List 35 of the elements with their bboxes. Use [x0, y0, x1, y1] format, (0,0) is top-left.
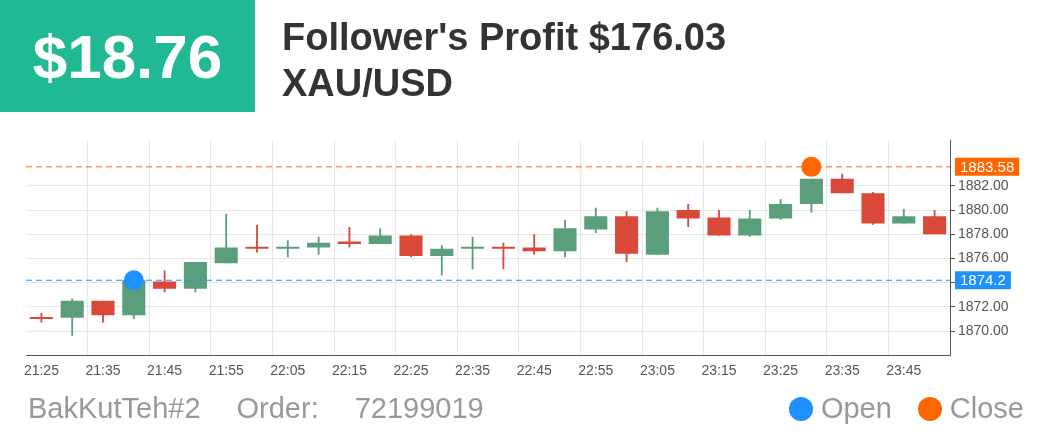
y-tick-label: 1882.00	[958, 176, 1009, 193]
candlestick	[276, 240, 300, 258]
x-tick-label: 23:15	[701, 362, 737, 379]
x-tick-label: 22:15	[331, 362, 368, 379]
y-tick-label: 1880.00	[958, 200, 1009, 217]
candlestick	[245, 224, 269, 253]
y-tick-label: 1876.00	[958, 249, 1009, 266]
x-tick-label: 21:45	[147, 362, 183, 379]
legend-label: Open	[820, 392, 892, 425]
x-tick-label: 22:05	[270, 362, 306, 379]
candlestick	[491, 242, 515, 270]
x-tick-label: 21:55	[208, 362, 244, 379]
ref-line-label: 1874.2	[960, 271, 1006, 289]
x-tick-label: 21:25	[23, 362, 60, 379]
ref-line-label: 1883.58	[960, 157, 1015, 175]
text: $18.76	[0, 0, 255, 112]
x-tick-label: 22:35	[455, 362, 491, 379]
x-tick-label: 22:55	[578, 362, 614, 379]
x-tick-label: 23:25	[763, 362, 799, 379]
legend-label: Close	[949, 392, 1024, 425]
y-tick-label: 1878.00	[958, 225, 1009, 242]
y-tick-label: 1870.00	[958, 321, 1009, 338]
x-tick-label: 23:35	[824, 362, 860, 379]
text: 72199019	[354, 392, 484, 425]
chart-subtitle: XAU/USD	[282, 61, 455, 106]
x-tick-label: 22:25	[393, 362, 429, 379]
x-tick-label: 23:45	[886, 362, 922, 379]
x-tick-label: 23:05	[639, 362, 676, 379]
chart-title: Follower's Profit $176.03	[282, 15, 727, 60]
candlestick	[461, 236, 485, 270]
text: BakKutTeh#2	[28, 392, 201, 425]
text: Order:	[236, 392, 319, 425]
x-tick-label: 22:45	[516, 362, 552, 379]
y-tick-label: 1872.00	[958, 297, 1009, 314]
x-tick-label: 21:35	[85, 362, 121, 379]
